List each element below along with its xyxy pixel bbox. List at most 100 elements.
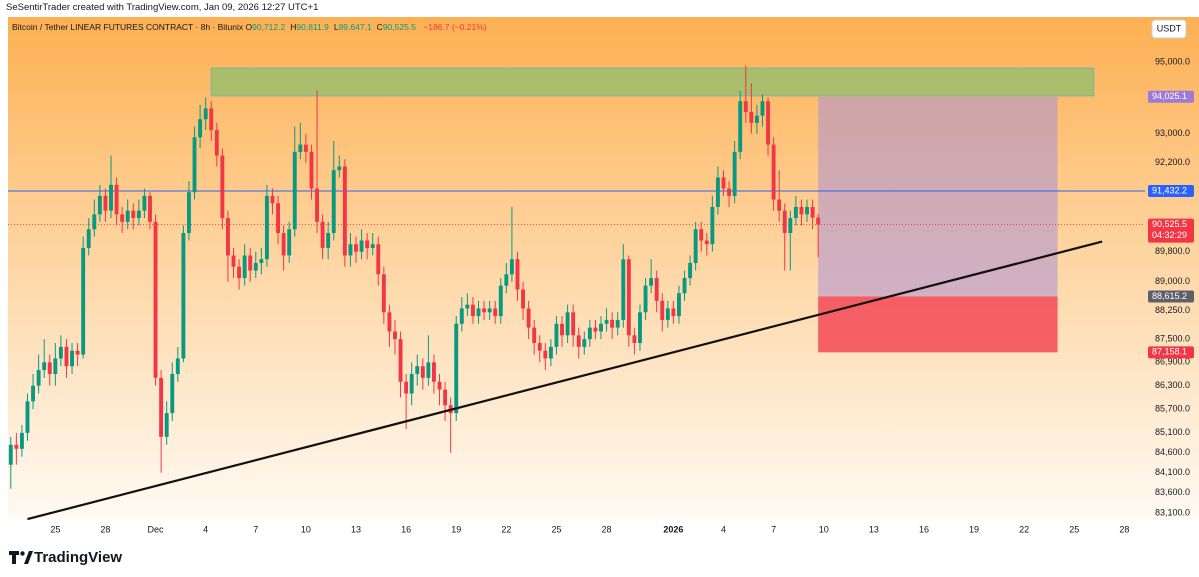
candle-body bbox=[331, 170, 336, 233]
candle-body bbox=[482, 308, 487, 313]
candle-body bbox=[771, 144, 776, 200]
candle-body bbox=[253, 262, 258, 271]
candle-body bbox=[86, 229, 91, 248]
candle-body bbox=[682, 278, 687, 294]
candle-body bbox=[365, 240, 370, 248]
candle-body bbox=[270, 195, 275, 204]
x-tick-label: 16 bbox=[401, 524, 411, 534]
candle-body bbox=[203, 108, 208, 120]
candle-body bbox=[170, 373, 175, 414]
candle-body bbox=[398, 339, 403, 382]
candle-body bbox=[777, 199, 782, 211]
candle-body bbox=[354, 244, 358, 252]
y-tick-label: 85,700.0 bbox=[1155, 404, 1190, 414]
candle-body bbox=[621, 259, 626, 320]
candle-body bbox=[92, 214, 97, 230]
time-axis bbox=[0, 520, 1199, 546]
candle-body bbox=[788, 218, 793, 233]
candle-body bbox=[526, 308, 531, 328]
candle-body bbox=[498, 285, 503, 317]
change: −186.7 (−0.21%) bbox=[423, 22, 487, 32]
candle-body bbox=[593, 327, 598, 332]
candle-body bbox=[732, 151, 737, 196]
candle-body bbox=[381, 274, 386, 313]
candle-body bbox=[560, 323, 564, 336]
currency-box[interactable] bbox=[1151, 19, 1187, 39]
candle-body bbox=[426, 362, 431, 378]
candle-body bbox=[415, 366, 420, 374]
candle-body bbox=[114, 184, 119, 215]
candle-body bbox=[632, 335, 637, 343]
ohlc-value: 89,647.1 bbox=[338, 22, 372, 32]
candle-body bbox=[599, 323, 603, 332]
candle-body bbox=[649, 278, 654, 286]
candle-body bbox=[643, 285, 648, 313]
candle-body bbox=[793, 206, 798, 219]
candle-body bbox=[214, 130, 219, 156]
candle-body bbox=[738, 101, 743, 152]
candle-body bbox=[604, 319, 609, 324]
candle-body bbox=[710, 206, 715, 245]
candle-body bbox=[660, 300, 665, 320]
candle-body bbox=[225, 218, 230, 256]
candle-body bbox=[64, 346, 69, 367]
candle-body bbox=[420, 366, 425, 378]
candle-body bbox=[237, 266, 242, 279]
countdown: 04:32:29 bbox=[1152, 230, 1187, 240]
candle-body bbox=[565, 312, 570, 336]
candle-body bbox=[370, 244, 375, 248]
x-tick-label: 4 bbox=[721, 524, 726, 534]
ohlc-value: 90,525.5 bbox=[382, 22, 416, 32]
candle-body bbox=[348, 244, 353, 256]
candle-body bbox=[136, 210, 141, 219]
candle-body bbox=[81, 247, 86, 355]
candle-body bbox=[537, 342, 542, 351]
candle-body bbox=[36, 370, 41, 386]
candle-body bbox=[187, 192, 191, 233]
candle-body bbox=[521, 289, 525, 309]
x-tick-label: 25 bbox=[551, 524, 561, 534]
ohlc-value: 90,811.9 bbox=[296, 22, 329, 32]
y-tick-label: 92,200.0 bbox=[1155, 157, 1190, 167]
candle-body bbox=[192, 137, 197, 193]
candle-body bbox=[437, 381, 442, 390]
candle-body bbox=[242, 255, 247, 279]
candle-body bbox=[671, 308, 676, 317]
candle-body bbox=[14, 444, 19, 449]
y-tick-label: 84,100.0 bbox=[1155, 467, 1190, 477]
x-tick-label: 28 bbox=[100, 524, 110, 534]
watermark: SeSentirTrader created with TradingView.… bbox=[6, 2, 319, 13]
candle-body bbox=[677, 293, 681, 317]
candle-body bbox=[704, 240, 709, 245]
candle-body bbox=[432, 362, 436, 382]
candle-body bbox=[688, 262, 693, 279]
candle-body bbox=[504, 274, 509, 286]
x-tick-label: 13 bbox=[351, 524, 361, 534]
candle-body bbox=[42, 362, 47, 371]
x-tick-label: 22 bbox=[501, 524, 511, 534]
candle-body bbox=[459, 308, 464, 324]
candle-body bbox=[309, 151, 314, 189]
candle-body bbox=[281, 232, 286, 256]
candle-body bbox=[303, 144, 308, 152]
candle-body bbox=[75, 350, 80, 355]
candle-body bbox=[515, 259, 520, 290]
candle-body bbox=[131, 210, 136, 219]
x-tick-label: 22 bbox=[1019, 524, 1029, 534]
candle-body bbox=[153, 221, 158, 378]
candle-body bbox=[337, 166, 342, 171]
price-label: 88,615.2 bbox=[1152, 291, 1187, 301]
candle-body bbox=[743, 101, 748, 113]
x-tick-label: 7 bbox=[253, 524, 258, 534]
candle-body bbox=[615, 319, 620, 328]
candle-body bbox=[699, 229, 704, 241]
candle-body bbox=[109, 184, 113, 211]
candle-body bbox=[715, 177, 720, 207]
candle-body bbox=[532, 327, 537, 343]
y-tick-label: 85,100.0 bbox=[1155, 427, 1190, 437]
x-tick-label: 25 bbox=[1069, 524, 1079, 534]
candle-body bbox=[287, 229, 292, 256]
x-tick-label: 2026 bbox=[663, 524, 683, 534]
candle-body bbox=[181, 232, 186, 359]
